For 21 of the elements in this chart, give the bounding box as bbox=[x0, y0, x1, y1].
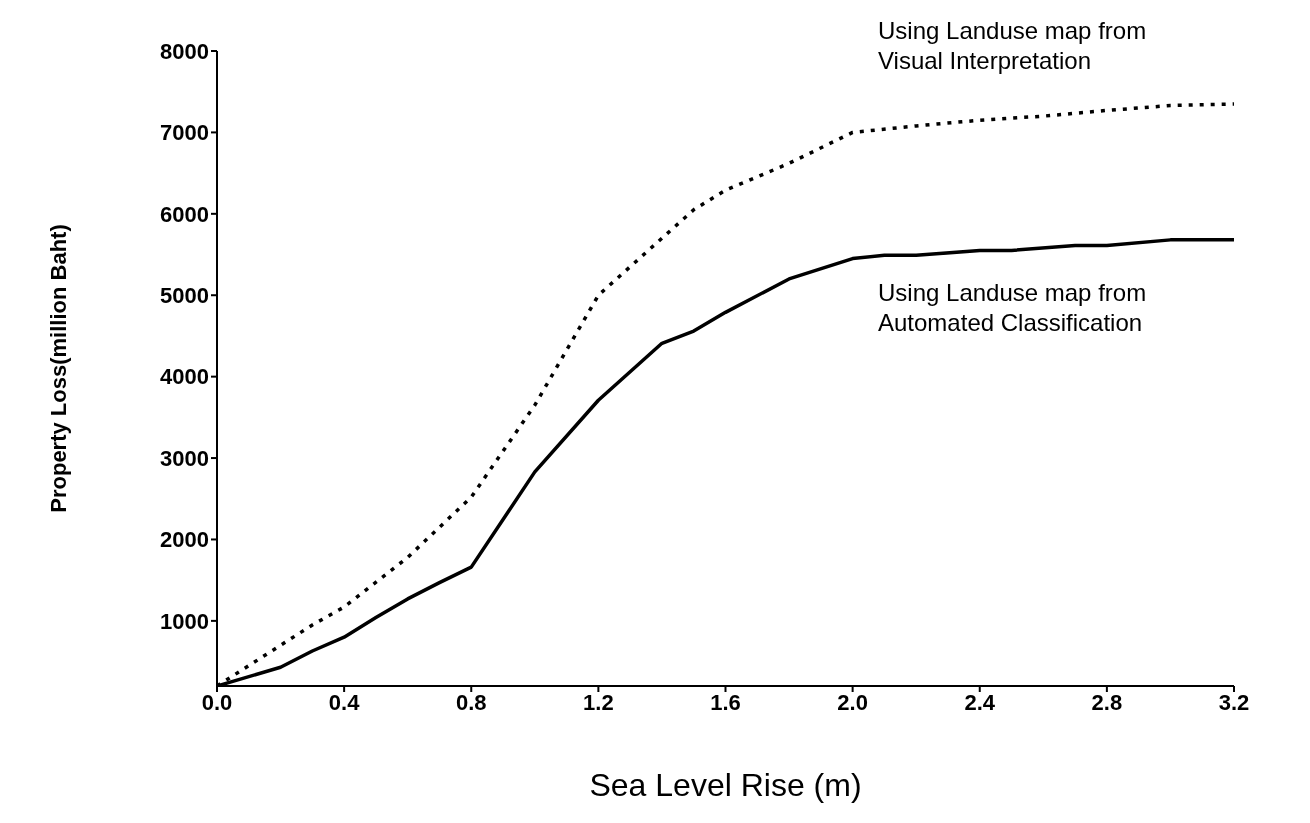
y-tick-label: 2000 bbox=[160, 527, 209, 553]
series-label: Using Landuse map from Automated Classification bbox=[878, 278, 1148, 338]
y-tick-label: 4000 bbox=[160, 364, 209, 390]
x-tick-label: 2.4 bbox=[964, 689, 996, 715]
x-tick-label: 1.6 bbox=[710, 689, 741, 715]
x-tick-label: 3.2 bbox=[1218, 689, 1250, 715]
y-tick-label: 3000 bbox=[160, 445, 209, 471]
y-tick-label: 5000 bbox=[160, 283, 209, 309]
x-tick-label: 2.0 bbox=[837, 689, 868, 715]
y-tick-label: 6000 bbox=[160, 201, 209, 227]
x-tick-label: 0.0 bbox=[201, 689, 233, 715]
x-tick-label: 1.2 bbox=[583, 689, 614, 715]
x-tick-label: 0.4 bbox=[328, 689, 361, 715]
y-tick-label: 1000 bbox=[160, 608, 209, 634]
x-tick-label: 0.8 bbox=[455, 689, 487, 715]
x-axis-title: Sea Level Rise (m) bbox=[589, 767, 862, 803]
y-axis-title: Property Loss(million Baht) bbox=[45, 224, 71, 513]
x-tick-label: 2.8 bbox=[1091, 689, 1123, 715]
y-tick-label: 8000 bbox=[160, 38, 209, 64]
series-label: Using Landuse map from Visual Interpretation bbox=[878, 16, 1148, 76]
y-tick-label: 7000 bbox=[160, 120, 209, 146]
